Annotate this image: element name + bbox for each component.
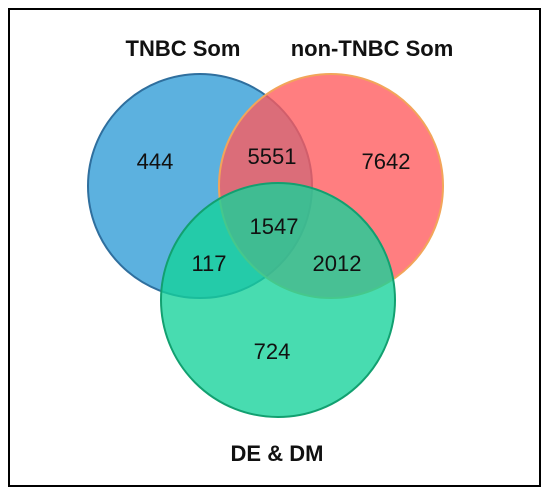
labels: TNBC Som non-TNBC Som DE & DM 444 5551 7642 15… bbox=[126, 36, 454, 466]
region-label: 724 bbox=[254, 339, 291, 364]
set-label: TNBC Som bbox=[126, 36, 241, 61]
region-label: 2012 bbox=[313, 251, 362, 276]
region-label: 117 bbox=[191, 251, 226, 276]
set-label: non-TNBC Som bbox=[291, 36, 454, 61]
region-label: 7642 bbox=[362, 149, 411, 174]
set-circle bbox=[160, 182, 396, 418]
region-label: 5551 bbox=[248, 144, 297, 169]
circles bbox=[87, 73, 444, 418]
region-label: 444 bbox=[137, 149, 174, 174]
set-label: DE & DM bbox=[231, 441, 324, 466]
region-label: 1547 bbox=[250, 214, 299, 239]
